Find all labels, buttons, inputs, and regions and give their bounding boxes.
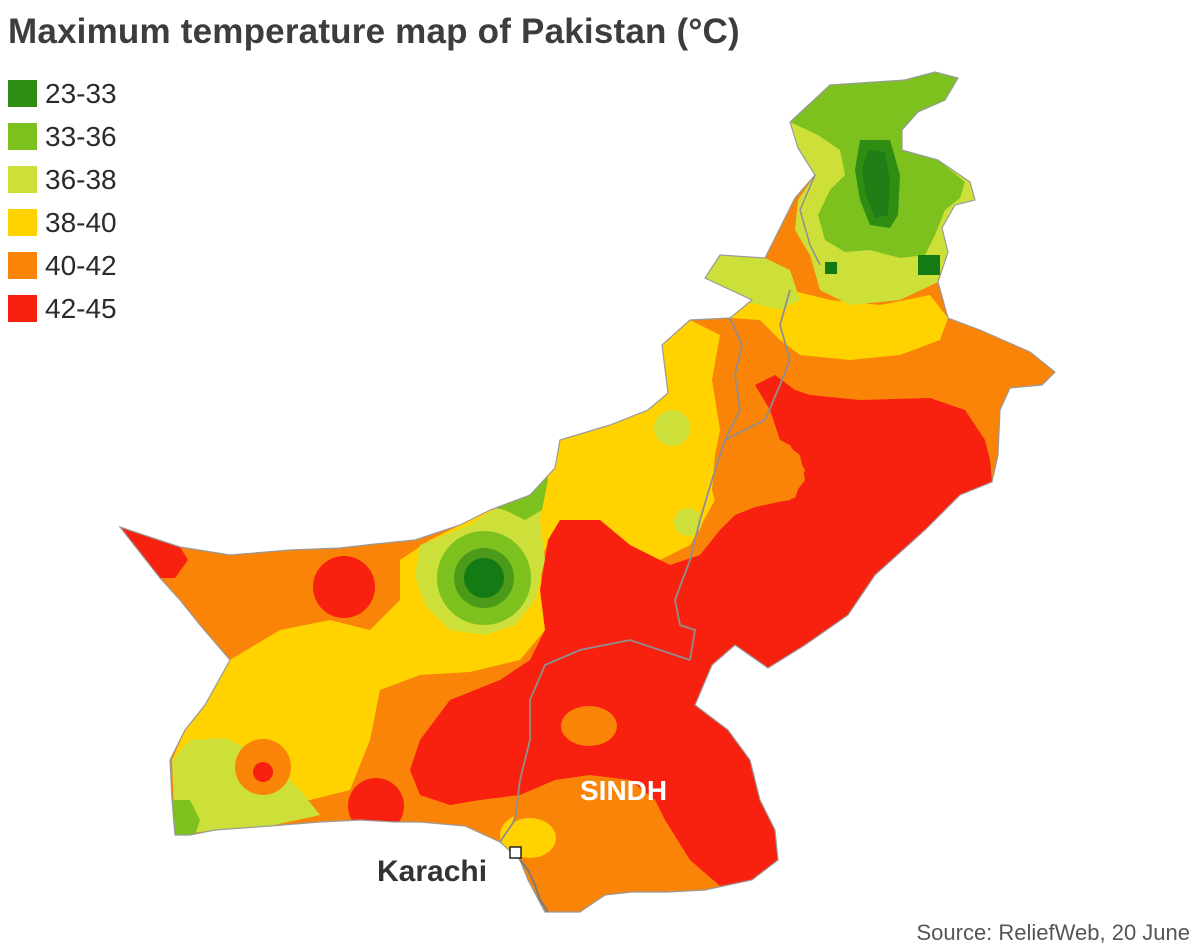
legend-item: 40-42 <box>8 244 117 287</box>
legend-item: 33-36 <box>8 115 117 158</box>
source-note: Source: ReliefWeb, 20 June <box>916 920 1190 945</box>
zone-36-38 <box>705 255 800 310</box>
legend-swatch <box>8 123 37 150</box>
legend-item: 36-38 <box>8 158 117 201</box>
legend-swatch <box>8 80 37 107</box>
province-border <box>499 639 691 843</box>
legend-item: 23-33 <box>8 72 117 115</box>
zone-23-33 <box>825 262 837 274</box>
zone-40-42 <box>712 430 805 520</box>
map-title: Maximum temperature map of Pakistan (°C) <box>8 12 740 51</box>
legend-label: 38-40 <box>45 206 117 238</box>
legend-label: 36-38 <box>45 163 117 195</box>
legend: 23-33 33-36 36-38 38-40 40-42 42-45 <box>8 72 117 330</box>
legend-swatch <box>8 252 37 279</box>
region-label-sindh: SINDH <box>580 775 667 806</box>
zone-36-38 <box>654 410 690 446</box>
legend-swatch <box>8 295 37 322</box>
zone-33-36 <box>470 450 548 520</box>
legend-swatch <box>8 166 37 193</box>
legend-label: 40-42 <box>45 249 117 281</box>
zone-40-42 <box>561 706 617 746</box>
zone-42-45 <box>120 527 188 578</box>
city-label-karachi: Karachi <box>377 855 487 888</box>
province-border <box>674 317 743 661</box>
legend-item: 38-40 <box>8 201 117 244</box>
zone-23-33 <box>464 558 504 598</box>
legend-label: 23-33 <box>45 77 117 109</box>
legend-label: 33-36 <box>45 120 117 152</box>
zone-42-45 <box>410 375 992 886</box>
zone-23-33 <box>918 255 940 275</box>
zone-33-36 <box>172 800 200 835</box>
legend-label: 42-45 <box>45 292 117 324</box>
zone-42-45 <box>313 556 375 618</box>
legend-swatch <box>8 209 37 236</box>
coastline-detail <box>519 859 549 913</box>
zone-40-42 <box>505 790 680 912</box>
zone-42-45 <box>253 762 273 782</box>
legend-item: 42-45 <box>8 287 117 330</box>
province-border <box>724 289 791 441</box>
zone-23-33 <box>862 150 890 218</box>
zone-42-45 <box>348 778 404 834</box>
zone-36-38 <box>674 508 702 536</box>
karachi-marker <box>509 846 522 859</box>
province-border <box>799 174 821 266</box>
